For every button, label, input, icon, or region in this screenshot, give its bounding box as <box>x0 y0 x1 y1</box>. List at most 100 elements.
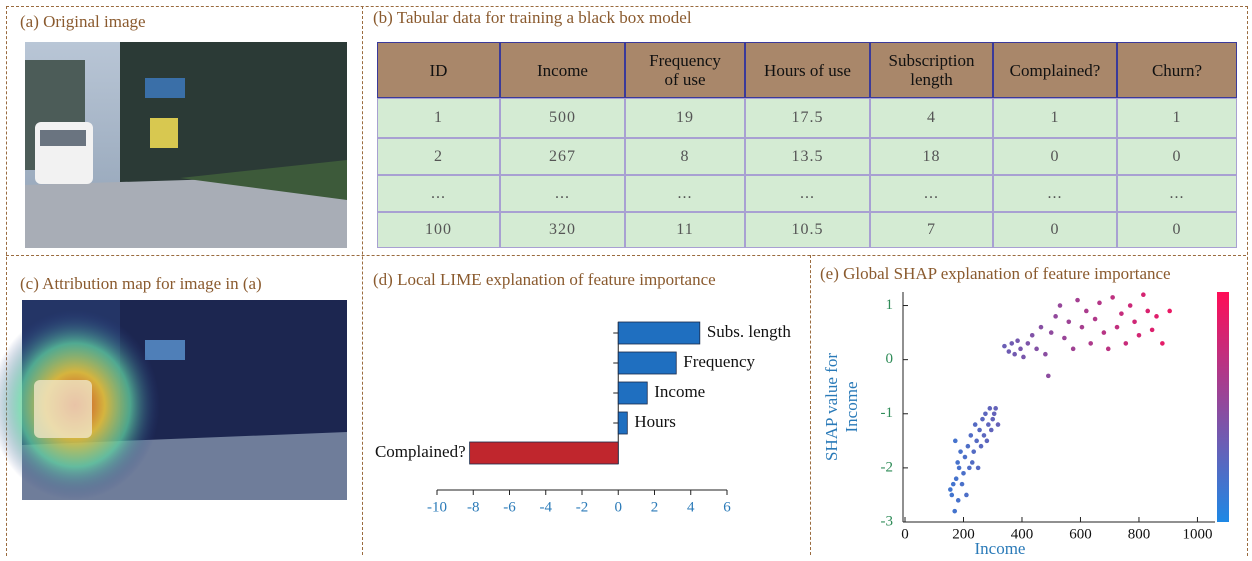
point <box>1101 330 1107 335</box>
table-cell: ... <box>993 175 1117 212</box>
point <box>1123 341 1129 346</box>
header-text: Frequency <box>649 51 721 70</box>
point <box>1079 324 1085 330</box>
bar <box>617 411 628 435</box>
point <box>955 498 961 503</box>
data-table: ID Income Frequency of use Hours of use Subsc… <box>377 42 1237 248</box>
point <box>1002 343 1007 349</box>
x-tick-label: 0 <box>901 526 909 542</box>
point <box>1029 332 1035 338</box>
header-text: ID <box>429 60 448 80</box>
table-cell: 10.5 <box>745 212 870 248</box>
y-tick-label: 0 <box>886 351 894 367</box>
header-cell: Hours of use <box>745 42 870 98</box>
table-cell: ... <box>870 175 993 212</box>
point <box>1132 319 1137 325</box>
table-cell: 500 <box>500 98 625 138</box>
divider <box>362 6 363 555</box>
caption: (c) Attribution map for image in (a) <box>20 274 262 293</box>
point <box>1110 295 1115 300</box>
table-cell: 11 <box>625 212 745 248</box>
caption: (e) Global SHAP explanation of feature i… <box>820 264 1171 283</box>
divider <box>6 255 1246 256</box>
table-cell: 7 <box>870 212 993 248</box>
point <box>967 465 972 471</box>
point <box>968 433 974 438</box>
point <box>974 438 979 444</box>
point <box>1141 292 1146 298</box>
x-tick-label: -4 <box>540 499 553 515</box>
point <box>959 481 965 487</box>
x-tick-label: 400 <box>1011 526 1034 542</box>
x-axis-label: Income <box>975 539 1026 558</box>
bar <box>617 351 677 375</box>
y-tick-label: -2 <box>881 459 894 475</box>
point <box>978 443 984 449</box>
frame <box>6 6 1248 556</box>
table-cell: 8 <box>625 138 745 175</box>
point <box>1015 338 1020 344</box>
bar-label: Income <box>654 382 705 401</box>
x-tick-label: 1000 <box>1182 526 1212 542</box>
point <box>1025 341 1031 346</box>
point <box>948 487 953 492</box>
point <box>1043 351 1048 357</box>
header-text: Income <box>537 60 588 80</box>
x-tick-label: -8 <box>467 499 480 515</box>
table-cell: 1 <box>377 98 500 138</box>
point <box>972 422 978 427</box>
bar <box>469 441 619 465</box>
table-cell: 18 <box>870 138 993 175</box>
point <box>977 427 982 433</box>
point <box>1097 300 1102 306</box>
x-tick-label: -6 <box>503 499 516 515</box>
point <box>1127 303 1133 308</box>
point <box>1145 308 1151 314</box>
caption: (a) Original image <box>20 12 146 31</box>
point <box>1136 332 1142 338</box>
bar-label: Complained? <box>375 442 466 461</box>
point <box>950 481 956 487</box>
table-cell: ... <box>745 175 870 212</box>
header-text: length <box>910 70 953 89</box>
caption: (b) Tabular data for training a black bo… <box>373 8 692 27</box>
point <box>987 406 993 411</box>
point <box>1053 314 1058 319</box>
point <box>1105 346 1111 352</box>
point <box>962 454 968 460</box>
table-cell: ... <box>500 175 625 212</box>
point <box>955 460 960 465</box>
table-cell: 17.5 <box>745 98 870 138</box>
attribution-image <box>0 300 347 500</box>
point <box>1075 297 1080 303</box>
x-tick-label: -10 <box>427 499 447 515</box>
point <box>1046 373 1051 379</box>
header-text: Complained? <box>1009 60 1101 80</box>
x-tick-label: 6 <box>723 499 731 515</box>
point <box>953 438 958 444</box>
point <box>975 465 981 471</box>
header-cell: Frequency of use <box>625 42 745 98</box>
header-cell: Income <box>500 42 625 98</box>
y-axis-label: SHAP value for <box>822 353 841 461</box>
point <box>1006 349 1012 354</box>
y-tick-label: -3 <box>881 513 894 529</box>
table-cell: 4 <box>870 98 993 138</box>
header-text: Churn? <box>1151 60 1203 80</box>
point <box>1088 341 1094 346</box>
x-tick-label: 0 <box>615 499 623 515</box>
caption: (d) Local LIME explanation of feature im… <box>373 270 716 289</box>
table-cell: 100 <box>377 212 500 248</box>
point <box>995 422 1001 427</box>
table-cell: 0 <box>1117 212 1237 248</box>
table-cell: 2 <box>377 138 500 175</box>
point <box>1066 319 1072 325</box>
x-tick-label: 600 <box>1069 526 1092 542</box>
header-cell: ID <box>377 42 500 98</box>
point <box>1009 341 1015 346</box>
bar-label: Frequency <box>683 352 755 371</box>
y-axis-label: Income <box>842 382 861 433</box>
table-cell: 0 <box>993 138 1117 175</box>
